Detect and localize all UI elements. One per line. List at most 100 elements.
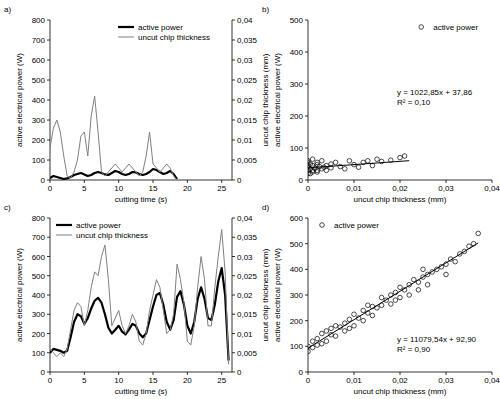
y-tick-label: 300 bbox=[290, 80, 304, 89]
y-tick bbox=[47, 20, 50, 21]
y-tick-label: 0 bbox=[41, 176, 46, 185]
scatter-point bbox=[375, 157, 380, 162]
y2-tick bbox=[232, 295, 235, 296]
x-tick bbox=[492, 372, 493, 375]
legend-swatch bbox=[56, 224, 72, 226]
y-tick-label: 400 bbox=[290, 265, 304, 274]
x-tick bbox=[400, 180, 401, 183]
x-tick bbox=[84, 180, 85, 183]
figure: a)0100200300400500600700800051015202500,… bbox=[0, 0, 500, 399]
scatter-point bbox=[324, 339, 329, 344]
series-line bbox=[50, 268, 229, 360]
y-tick bbox=[47, 275, 50, 276]
annotation: y = 11079,54x + 92,90 bbox=[397, 335, 477, 344]
x-tick bbox=[308, 180, 309, 183]
y-tick bbox=[305, 52, 308, 53]
y2-tick-label: 0,035 bbox=[237, 233, 258, 242]
y2-tick bbox=[232, 100, 235, 101]
scatter-point bbox=[352, 324, 357, 329]
y-tick-label: 800 bbox=[32, 16, 46, 25]
y2-tick-label: 0,04 bbox=[237, 16, 253, 25]
legend-label: uncut chip thickness bbox=[76, 231, 148, 240]
y-tick-label: 200 bbox=[290, 317, 304, 326]
x-tick-label: 10 bbox=[114, 376, 123, 385]
x-tick bbox=[221, 180, 222, 183]
y-axis-title: active electrical power (W) bbox=[15, 53, 24, 147]
y-tick bbox=[47, 256, 50, 257]
x-tick-label: 0,02 bbox=[392, 184, 408, 193]
x-tick bbox=[118, 372, 119, 375]
scatter-point bbox=[398, 295, 403, 300]
y-tick bbox=[305, 116, 308, 117]
scatter-point bbox=[347, 326, 352, 331]
scatter-point bbox=[308, 349, 310, 354]
scatter-point bbox=[370, 163, 375, 168]
y-tick bbox=[47, 372, 50, 373]
x-tick-label: 0,04 bbox=[484, 184, 500, 193]
y-tick bbox=[47, 180, 50, 181]
y2-tick-label: 0,01 bbox=[237, 330, 253, 339]
y-tick bbox=[305, 295, 308, 296]
y2-tick-label: 0,03 bbox=[237, 56, 253, 65]
panel: a)0100200300400500600700800051015202500,… bbox=[4, 5, 270, 204]
x-tick-label: 0 bbox=[48, 184, 53, 193]
scatter-point bbox=[421, 267, 426, 272]
legend-swatch bbox=[118, 26, 134, 28]
scatter-point bbox=[310, 339, 315, 344]
x-tick bbox=[84, 372, 85, 375]
x-tick-label: 0 bbox=[306, 184, 311, 193]
scatter-point bbox=[402, 154, 407, 159]
y-tick bbox=[47, 80, 50, 81]
x-axis-title: uncut chip thickness (mm) bbox=[354, 195, 447, 204]
legend-swatch bbox=[118, 37, 134, 38]
x-tick bbox=[50, 372, 51, 375]
y2-tick-label: 0,03 bbox=[237, 253, 253, 262]
panel: c)0100200300400500600700800051015202500,… bbox=[4, 203, 270, 396]
x-tick bbox=[354, 372, 355, 375]
scatter-point bbox=[324, 329, 329, 334]
x-tick-label: 15 bbox=[149, 184, 158, 193]
y-tick bbox=[305, 372, 308, 373]
y-axis-title: active electrical power (W) bbox=[15, 248, 24, 342]
y-tick bbox=[47, 218, 50, 219]
x-tick bbox=[118, 180, 119, 183]
y2-tick bbox=[232, 256, 235, 257]
y2-tick bbox=[232, 275, 235, 276]
scatter-point bbox=[416, 288, 421, 293]
legend-swatch bbox=[419, 25, 424, 30]
scatter-point bbox=[389, 302, 394, 307]
y2-tick-label: 0,02 bbox=[237, 291, 253, 300]
scatter-point bbox=[393, 298, 398, 303]
panel-label: d) bbox=[262, 203, 269, 212]
x-tick bbox=[187, 180, 188, 183]
y-tick bbox=[305, 269, 308, 270]
y-tick bbox=[47, 60, 50, 61]
scatter-point bbox=[444, 272, 449, 277]
scatter-point bbox=[453, 259, 458, 264]
y-tick bbox=[47, 314, 50, 315]
y-tick bbox=[47, 160, 50, 161]
legend-label: uncut chip thickness bbox=[138, 33, 210, 42]
scatter-point bbox=[310, 157, 315, 162]
legend-label: active power bbox=[138, 23, 183, 32]
annotation: y = 1022,85x + 37,86 bbox=[397, 88, 473, 97]
legend: active power bbox=[320, 221, 380, 230]
y-tick-label: 600 bbox=[32, 253, 46, 262]
y2-tick bbox=[232, 80, 235, 81]
scatter-point bbox=[361, 308, 366, 313]
y2-tick-label: 0,04 bbox=[237, 214, 253, 223]
scatter-point bbox=[361, 318, 366, 323]
y-tick bbox=[305, 148, 308, 149]
y2-tick-label: 0,015 bbox=[237, 116, 258, 125]
scatter-point bbox=[324, 163, 329, 168]
legend-label: active power bbox=[433, 23, 478, 32]
scatter-point bbox=[333, 160, 338, 165]
x-tick-label: 20 bbox=[183, 184, 192, 193]
y-tick-label: 300 bbox=[32, 116, 46, 125]
scatter-point bbox=[476, 231, 481, 236]
y2-tick-label: 0,015 bbox=[237, 310, 258, 319]
x-tick bbox=[153, 180, 154, 183]
y-tick-label: 400 bbox=[290, 48, 304, 57]
y-tick-label: 500 bbox=[32, 76, 46, 85]
x-tick bbox=[187, 372, 188, 375]
